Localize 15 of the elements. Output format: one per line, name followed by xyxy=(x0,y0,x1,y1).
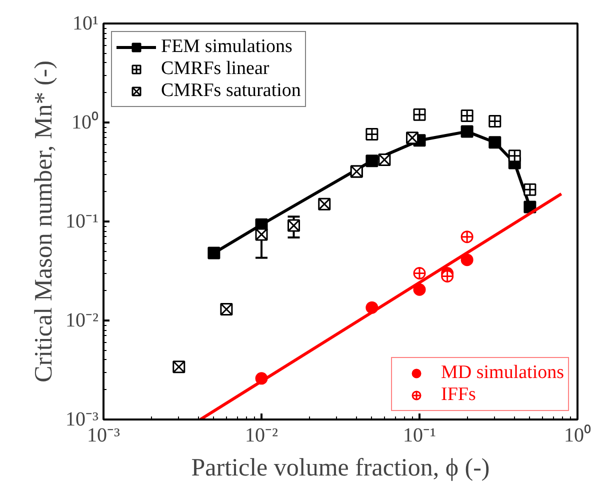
x-axis-title: Particle volume fraction, ϕ (-) xyxy=(191,454,490,482)
legend-label: CMRFs linear xyxy=(161,58,270,80)
legend-label: FEM simulations xyxy=(161,36,292,58)
legend-label: CMRFs saturation xyxy=(161,80,301,102)
y-axis-title: Critical Mason number, Mn* (-) xyxy=(30,60,58,382)
x-tick-label: 10⁰ xyxy=(564,424,591,446)
y-tick-label: 10⁰ xyxy=(72,110,98,134)
y-tick-label: 10¹ xyxy=(72,12,99,34)
x-tick-label: 10⁻² xyxy=(245,424,278,446)
legend-label: MD simulations xyxy=(441,362,564,384)
y-tick-label: 10⁻² xyxy=(66,310,99,332)
y-tick-label: 10⁻¹ xyxy=(66,210,99,232)
x-tick-label: 10⁻³ xyxy=(87,424,120,446)
x-tick-label: 10⁻¹ xyxy=(403,424,436,446)
legend-label: IFFs xyxy=(441,384,476,406)
